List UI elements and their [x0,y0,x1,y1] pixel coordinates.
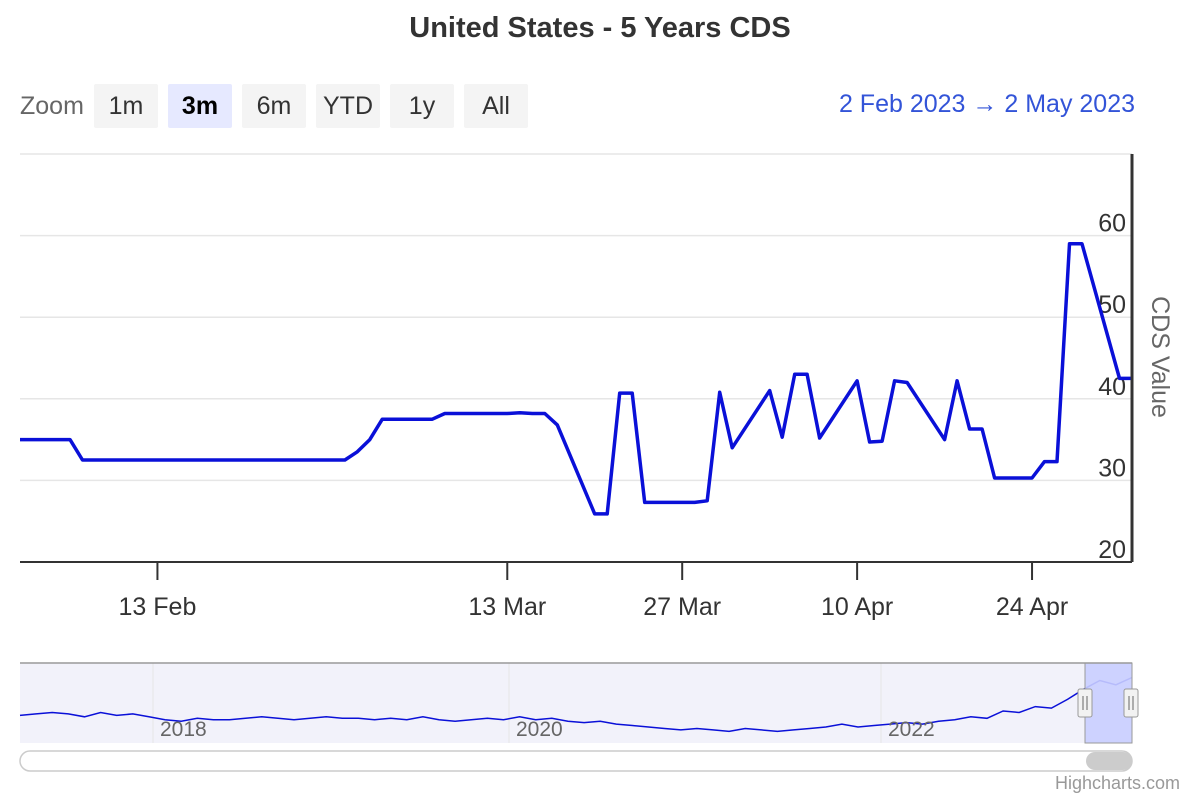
navigator-gridlines [152,663,882,743]
y-axis-title: CDS Value [1146,296,1174,418]
navigator-tick-label: 2018 [160,718,207,741]
zoom-button-3m[interactable]: 3m [168,84,232,128]
x-tick-label: 13 Mar [468,593,546,621]
y-tick-label: 60 [1098,210,1126,238]
navigator-background [20,663,1132,743]
y-tick-label: 20 [1098,536,1126,564]
range-from-date[interactable]: 2 Feb 2023 [838,90,966,118]
credits-link[interactable]: Highcharts.com [1054,773,1180,793]
y-tick-label: 30 [1098,454,1126,482]
navigator-x-ticks: 2018 2020 2022 [160,718,935,741]
navigator-handle-right[interactable] [1123,688,1139,718]
navigator-series-line [19,676,1133,733]
navigator-tick-label: 2020 [516,718,563,741]
y-gridlines [20,153,1132,482]
chart-title: United States - 5 Years CDS [409,12,791,44]
zoom-button-6m[interactable]: 6m [242,84,306,128]
x-axis-ticks: 13 Feb 13 Mar 27 Mar 10 Apr 24 Apr [119,562,1068,621]
navigator-tick-label: 2022 [888,718,935,741]
x-tick-label: 27 Mar [643,593,721,621]
zoom-button-all[interactable]: All [464,84,528,128]
scrollbar-track[interactable] [19,750,1133,772]
x-tick-label: 10 Apr [821,593,893,621]
zoom-button-ytd[interactable]: YTD [316,84,380,128]
zoom-button-1y[interactable]: 1y [390,84,454,128]
scrollbar-thumb[interactable] [1086,752,1132,770]
series-line [20,242,1132,516]
x-tick-label: 24 Apr [996,593,1068,621]
range-arrow: → [972,90,998,118]
zoom-button-1m[interactable]: 1m [94,84,158,128]
range-to-date[interactable]: 2 May 2023 [1004,90,1135,118]
x-tick-label: 13 Feb [119,593,197,621]
navigator-handle-left[interactable] [1077,688,1093,718]
navigator[interactable]: 2018 2020 2022 [19,662,1139,744]
scrollbar[interactable] [19,750,1133,772]
zoom-label: Zoom [20,92,84,120]
date-range-display[interactable]: 2 Feb 2023 → 2 May 2023 [839,90,1135,119]
